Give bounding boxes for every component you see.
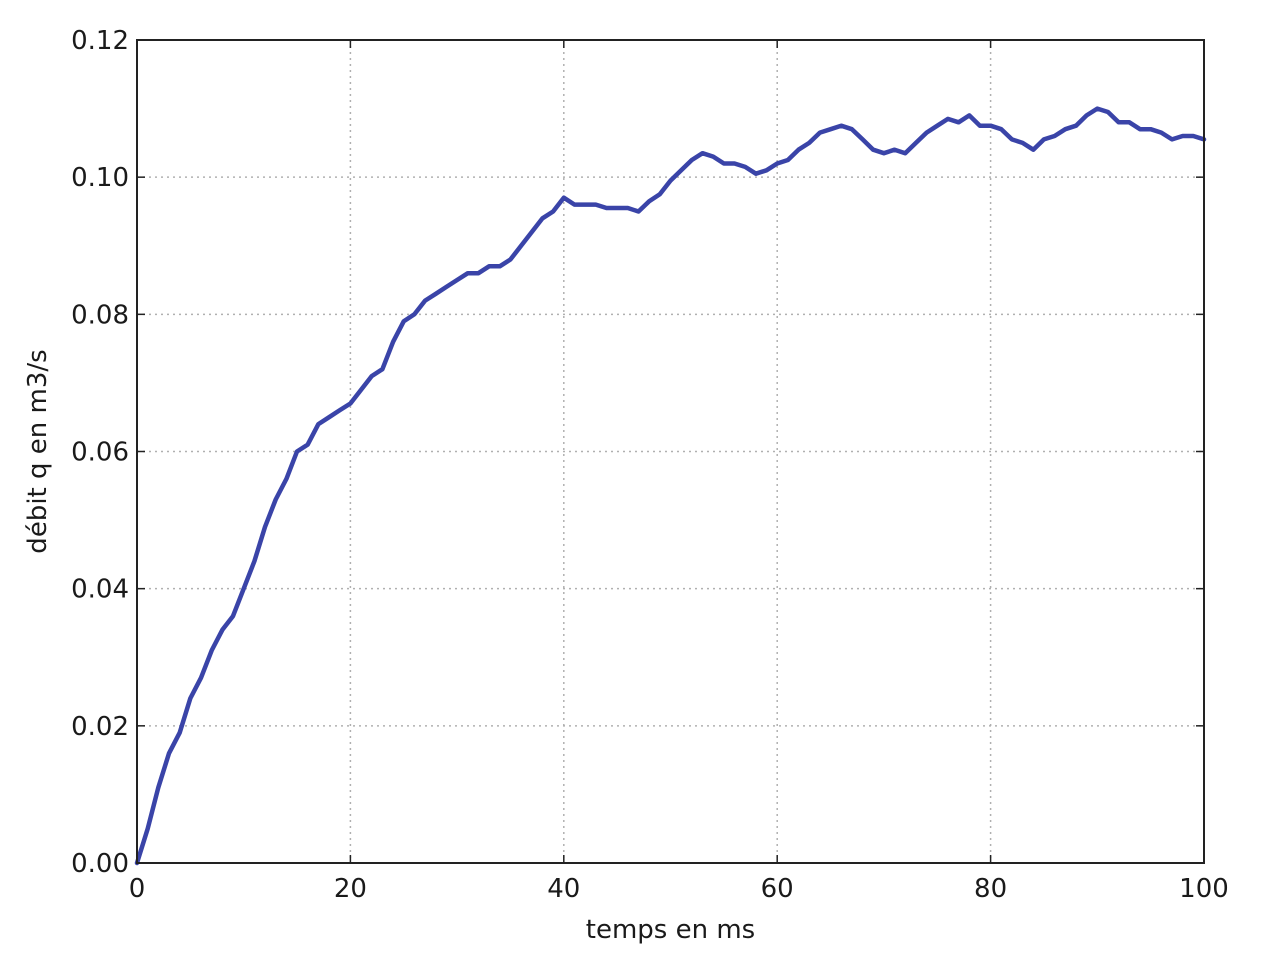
ticks-group bbox=[136, 39, 1205, 864]
y-tick-label: 0.00 bbox=[71, 849, 129, 879]
series-group bbox=[134, 106, 1207, 866]
series-line-0 bbox=[134, 106, 1207, 866]
y-tick-label: 0.06 bbox=[71, 438, 129, 468]
y-tick-label: 0.02 bbox=[71, 712, 129, 742]
y-tick-label: 0.10 bbox=[71, 163, 129, 193]
y-axis-label: débit q en m3/s bbox=[23, 349, 53, 553]
x-axis-label: temps en ms bbox=[586, 915, 755, 945]
y-tick-label: 0.08 bbox=[71, 300, 129, 330]
x-tick-label: 0 bbox=[129, 874, 146, 904]
x-tick-labels: 0 20 40 60 80 100 bbox=[129, 874, 1229, 904]
y-tick-label: 0.12 bbox=[71, 26, 129, 56]
x-tick-label: 40 bbox=[547, 874, 580, 904]
x-tick-label: 100 bbox=[1179, 874, 1229, 904]
x-tick-label: 20 bbox=[334, 874, 367, 904]
y-tick-labels: 0.00 0.02 0.04 0.06 0.08 0.10 0.12 bbox=[71, 26, 129, 879]
x-tick-label: 80 bbox=[974, 874, 1007, 904]
y-tick-label: 0.04 bbox=[71, 575, 129, 605]
x-tick-label: 60 bbox=[761, 874, 794, 904]
